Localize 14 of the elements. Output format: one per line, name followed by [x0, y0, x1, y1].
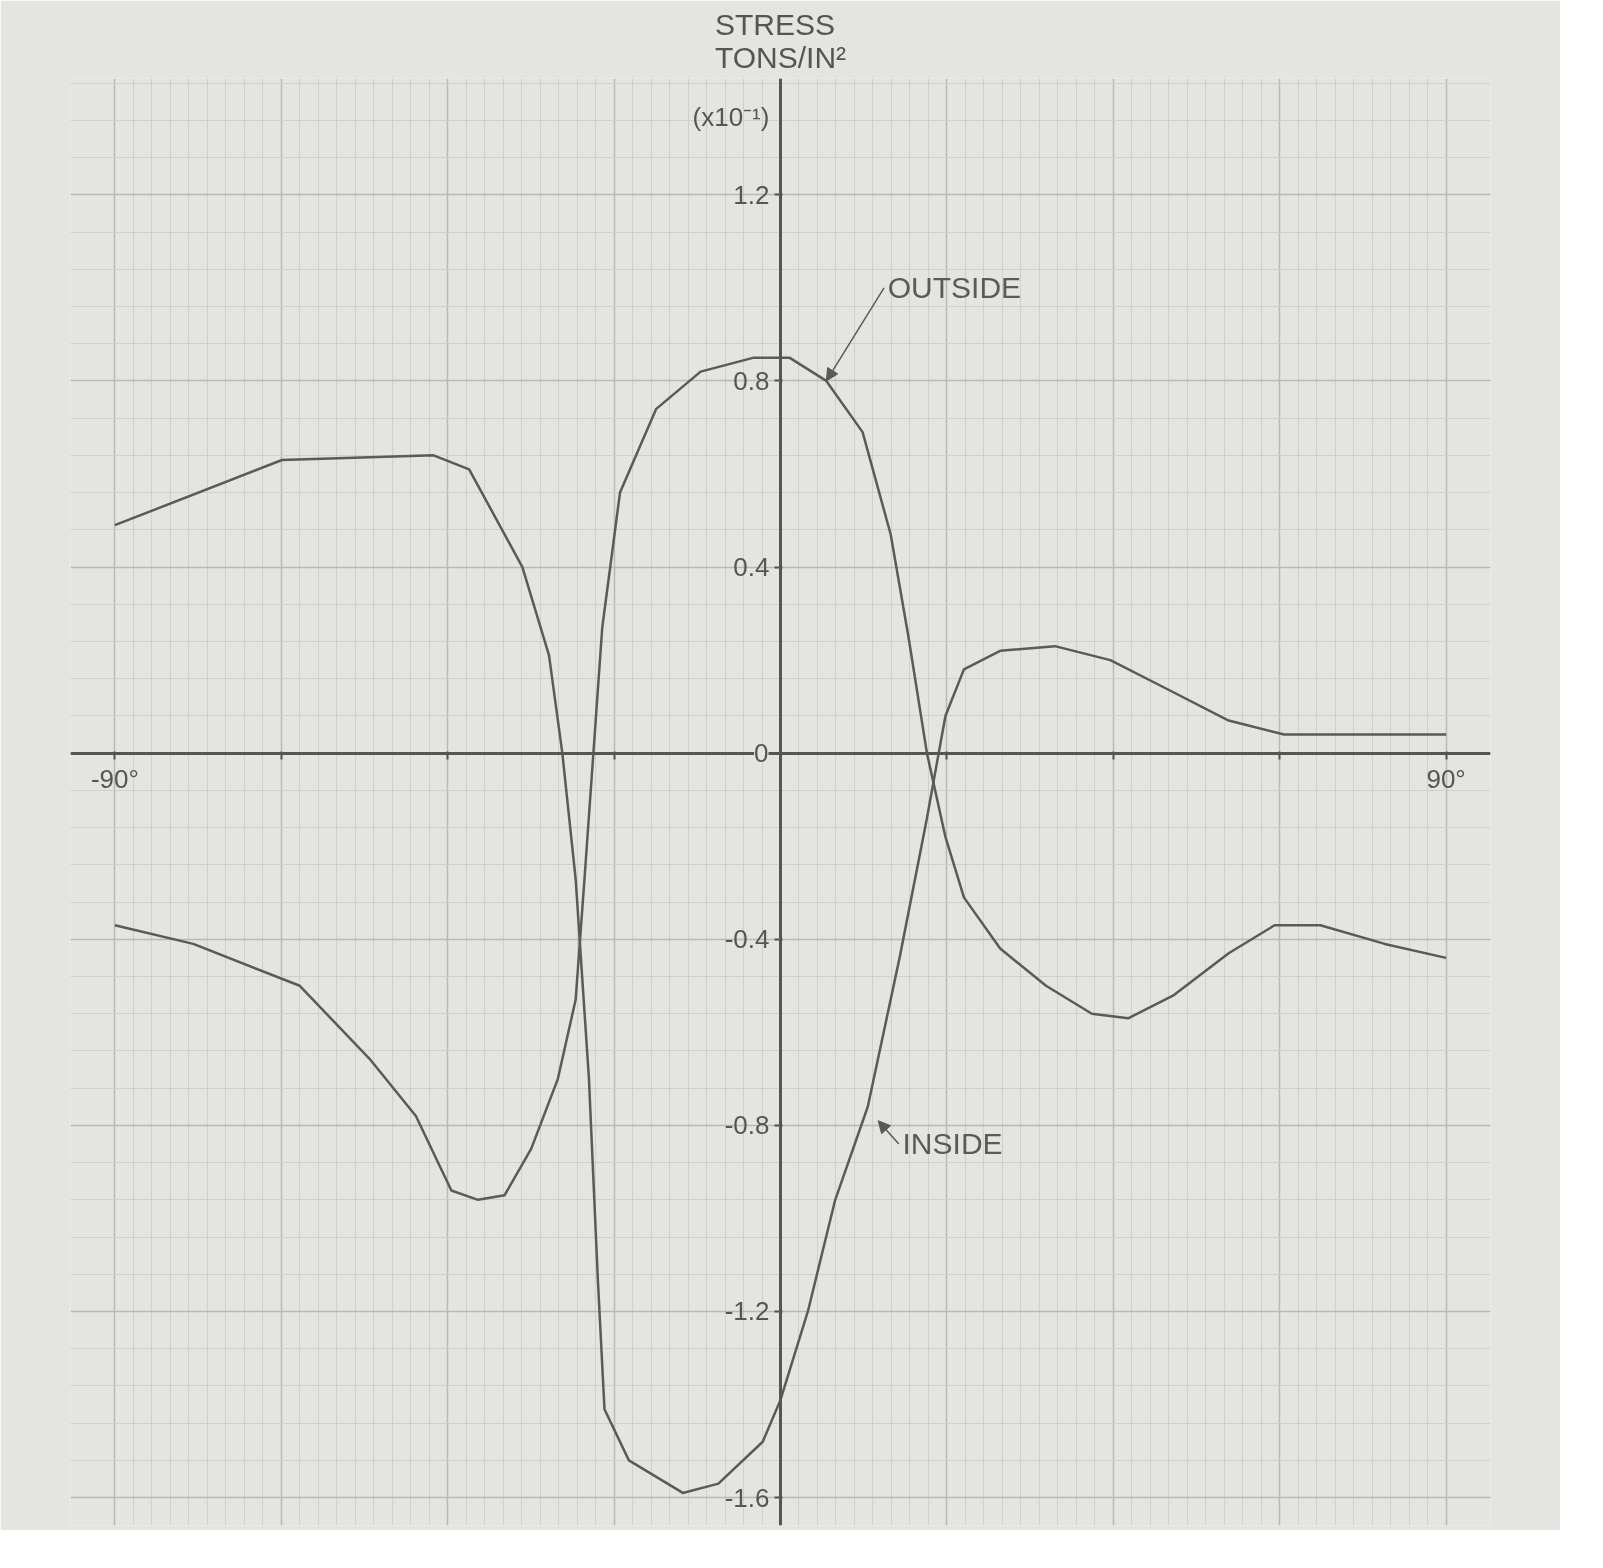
y-tick-label: 0	[754, 738, 769, 769]
y-tick-label: 1.2	[733, 179, 770, 210]
legend-label: INSIDE	[902, 1127, 1003, 1161]
x-tick-label: 90°	[1426, 764, 1466, 795]
annotation: (x10⁻¹)	[692, 101, 770, 132]
y-tick-label: -0.8	[724, 1110, 770, 1141]
x-tick-label: -90°	[90, 764, 139, 795]
y-tick-label: 0.8	[733, 365, 770, 396]
y-tick-label: -0.4	[724, 924, 770, 955]
y-tick-label: -1.2	[724, 1296, 770, 1327]
text: OUTSIDE	[887, 271, 1022, 305]
y-tick-label: -1.6	[724, 1482, 770, 1513]
y-tick-label: 0.4	[733, 552, 770, 583]
y-axis-title: STRESS TONS/IN²	[714, 7, 847, 74]
